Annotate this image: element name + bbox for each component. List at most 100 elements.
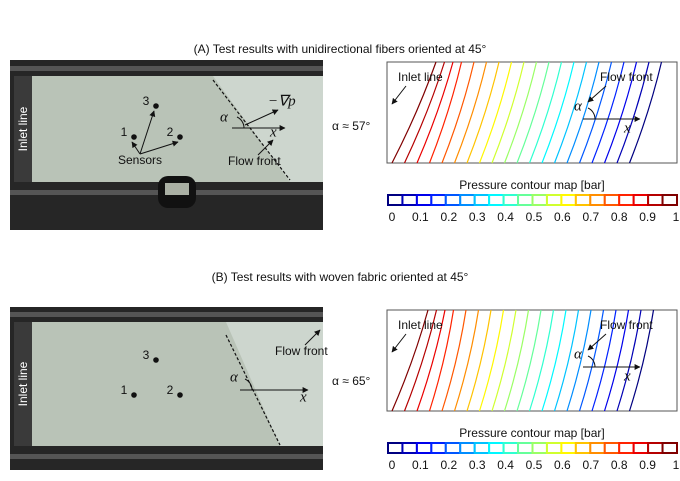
sensor-label: 3 [143,348,150,362]
colorbar-tick-label: 0.7 [582,458,599,472]
colorbar-tick-label: 0.2 [440,458,457,472]
colorbar-cell [417,443,431,453]
contour-x: x [623,120,631,136]
colorbar-cell [446,443,460,453]
colorbar-tick-label: 0.4 [497,210,514,224]
colorbar-cell [634,195,648,205]
contour-flow-front: Flow front [600,318,653,332]
colorbar-cell [446,195,460,205]
colorbar-cell [475,443,489,453]
sensor-label: 2 [167,125,174,139]
sensor-label: 1 [121,125,128,139]
page: {"panels": [ {"title": "(A) Test results… [0,0,680,481]
colorbar-label: Pressure contour map [bar] [459,426,604,440]
contour-alpha: α [574,98,583,114]
colorbar-cell [431,443,445,453]
colorbar-tick-label: 0.5 [526,458,543,472]
sensor-label: 1 [121,383,128,397]
colorbar-cell [518,195,532,205]
colorbar-tick-label: 0.2 [440,210,457,224]
colorbar-cell [590,195,604,205]
colorbar-cell [576,195,590,205]
sensor-label: 3 [143,94,150,108]
contour-flow-front: Flow front [600,70,653,84]
colorbar-cell [547,443,561,453]
gradient-label: −∇p [268,93,296,109]
angle-value: α ≈ 57° [332,119,371,133]
colorbar-tick-label: 0.3 [469,210,486,224]
colorbar-cell [402,443,416,453]
colorbar-cell [648,195,662,205]
inlet-label: Inlet line [16,361,30,406]
colorbar-cell [663,443,677,453]
colorbar-cell [619,443,633,453]
colorbar-cell [576,443,590,453]
colorbar-cell [388,443,402,453]
sensor [131,134,137,140]
sensor [131,392,137,398]
stopwatch-screen [165,183,189,195]
colorbar-tick-label: 0.8 [611,210,628,224]
colorbar-cell [460,195,474,205]
colorbar-tick-label: 0 [389,210,396,224]
colorbar-cell [460,443,474,453]
colorbar-cell [605,443,619,453]
sensor [177,134,183,140]
colorbar-cell [663,195,677,205]
colorbar-cell [489,443,503,453]
colorbar-cell [533,443,547,453]
colorbar-cell [402,195,416,205]
colorbar-tick-label: 0 [389,458,396,472]
colorbar-tick-label: 0.1 [412,458,429,472]
contour-inlet-label: Inlet line [398,318,443,332]
colorbar-tick-label: 0.1 [412,210,429,224]
panel-title: (B) Test results with woven fabric orien… [212,270,469,284]
colorbar-tick-label: 0.4 [497,458,514,472]
colorbar-cell [533,195,547,205]
colorbar-cell [504,443,518,453]
colorbar-cell [561,195,575,205]
alpha: α [230,369,239,385]
colorbar-tick-label: 0.8 [611,458,628,472]
contour-alpha: α [574,346,583,362]
colorbar-cell [590,443,604,453]
rail [10,66,323,71]
rail [10,312,323,317]
colorbar-cell [504,195,518,205]
angle-value: α ≈ 65° [332,374,371,388]
x-label: x [269,124,277,140]
sensor [177,392,183,398]
colorbar-cell [605,195,619,205]
colorbar-tick-label: 0.9 [639,210,656,224]
colorbar-cell [489,195,503,205]
colorbar-cell [475,195,489,205]
colorbar-tick-label: 0.5 [526,210,543,224]
flow-front-label: Flow front [275,344,328,358]
colorbar-tick-label: 0.7 [582,210,599,224]
colorbar-cell [619,195,633,205]
alpha: α [220,109,229,125]
x-label: x [299,389,307,405]
colorbar-cell [634,443,648,453]
colorbar-tick-label: 0.3 [469,458,486,472]
colorbar-tick-label: 1 [673,458,680,472]
colorbar-cell [648,443,662,453]
contour-inlet-label: Inlet line [398,70,443,84]
sensor [153,357,159,363]
rail [10,454,323,459]
colorbar-cell [417,195,431,205]
inlet-label: Inlet line [16,106,30,151]
colorbar-cell [561,443,575,453]
colorbar-cell [388,195,402,205]
colorbar-cell [518,443,532,453]
figure: (A) Test results with unidirectional fib… [0,0,680,481]
colorbar-tick-label: 0.9 [639,458,656,472]
colorbar-cell [431,195,445,205]
contour-x: x [623,368,631,384]
sensor-label: 2 [167,383,174,397]
sensor [153,103,159,109]
colorbar-tick-label: 1 [673,210,680,224]
flow-front-label: Flow front [228,154,281,168]
colorbar-label: Pressure contour map [bar] [459,178,604,192]
colorbar-tick-label: 0.6 [554,210,571,224]
